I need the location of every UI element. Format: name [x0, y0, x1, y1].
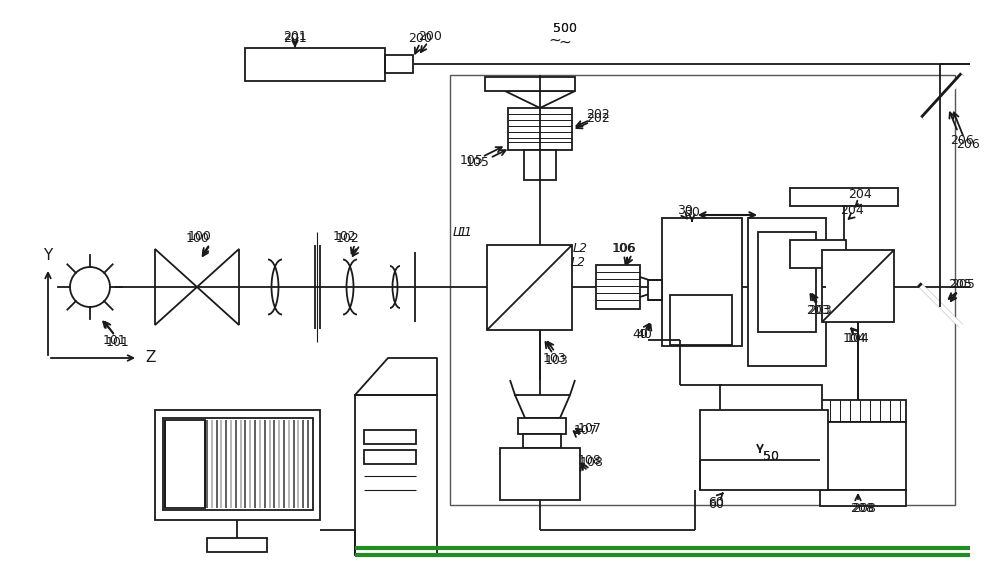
Text: Z: Z: [146, 350, 156, 366]
Text: 104: 104: [843, 332, 867, 345]
Text: 40: 40: [632, 328, 648, 341]
Text: 60: 60: [708, 498, 724, 511]
Text: L1: L1: [458, 225, 473, 238]
Text: 100: 100: [188, 230, 212, 243]
Text: 203: 203: [806, 303, 830, 316]
Text: 106: 106: [612, 242, 636, 255]
Text: ~: ~: [559, 35, 571, 49]
Text: 40: 40: [636, 328, 652, 341]
Text: L2: L2: [572, 242, 588, 255]
Text: 108: 108: [580, 456, 604, 469]
Bar: [163, 418, 313, 510]
Text: 208: 208: [852, 501, 876, 514]
Text: 205: 205: [948, 278, 972, 291]
Bar: [364, 450, 416, 464]
Bar: [165, 420, 205, 508]
Bar: [700, 410, 828, 490]
Text: 104: 104: [846, 332, 870, 345]
Text: L2: L2: [570, 256, 586, 269]
Bar: [822, 250, 894, 322]
Text: 500: 500: [553, 22, 577, 35]
Text: 102: 102: [336, 231, 360, 245]
Text: 106: 106: [613, 242, 637, 255]
Text: 108: 108: [578, 453, 602, 466]
Text: 200: 200: [408, 32, 432, 45]
Text: 204: 204: [848, 188, 872, 201]
Text: 103: 103: [543, 351, 567, 365]
Bar: [648, 280, 662, 300]
Text: 202: 202: [586, 112, 610, 125]
Bar: [820, 422, 906, 490]
Bar: [508, 108, 572, 150]
Text: 205: 205: [951, 278, 975, 291]
Text: 200: 200: [418, 31, 442, 44]
Text: 206: 206: [956, 139, 980, 152]
Text: 101: 101: [103, 333, 127, 346]
Bar: [518, 418, 566, 434]
Text: 201: 201: [283, 32, 307, 45]
Bar: [748, 218, 826, 366]
Text: 203: 203: [808, 303, 832, 316]
Text: Y: Y: [43, 247, 53, 263]
Bar: [355, 395, 437, 555]
Bar: [790, 188, 898, 206]
Text: 202: 202: [586, 109, 610, 122]
Bar: [385, 55, 413, 73]
Text: 107: 107: [578, 422, 602, 435]
Bar: [155, 410, 320, 520]
Bar: [720, 385, 822, 455]
Bar: [820, 400, 906, 422]
Text: 105: 105: [466, 156, 490, 169]
Bar: [485, 77, 575, 91]
Bar: [500, 448, 580, 500]
Bar: [790, 240, 846, 268]
Bar: [596, 265, 640, 309]
Bar: [245, 48, 385, 81]
Text: 60: 60: [708, 495, 724, 508]
Text: 107: 107: [574, 423, 598, 436]
Text: 50: 50: [763, 449, 779, 462]
Bar: [670, 295, 732, 345]
Bar: [758, 232, 816, 332]
Text: 201: 201: [283, 31, 307, 44]
Bar: [450, 75, 955, 505]
Text: 50: 50: [763, 449, 779, 462]
Text: L1: L1: [452, 225, 468, 238]
Text: 206: 206: [950, 134, 974, 147]
Bar: [364, 430, 416, 444]
Bar: [207, 538, 267, 552]
Text: ~: ~: [549, 32, 561, 48]
Text: 101: 101: [106, 336, 130, 349]
Text: 105: 105: [460, 153, 484, 166]
Text: 102: 102: [333, 230, 357, 243]
Text: 103: 103: [545, 354, 569, 367]
Text: 500: 500: [553, 22, 577, 35]
Text: 204: 204: [840, 204, 864, 217]
Bar: [524, 150, 556, 180]
Text: 208: 208: [850, 501, 874, 514]
Bar: [487, 245, 572, 330]
Text: 100: 100: [186, 231, 210, 245]
Bar: [662, 218, 742, 346]
Text: 30: 30: [684, 205, 700, 218]
Bar: [523, 434, 561, 448]
Bar: [820, 490, 906, 506]
Text: 30: 30: [677, 204, 693, 217]
